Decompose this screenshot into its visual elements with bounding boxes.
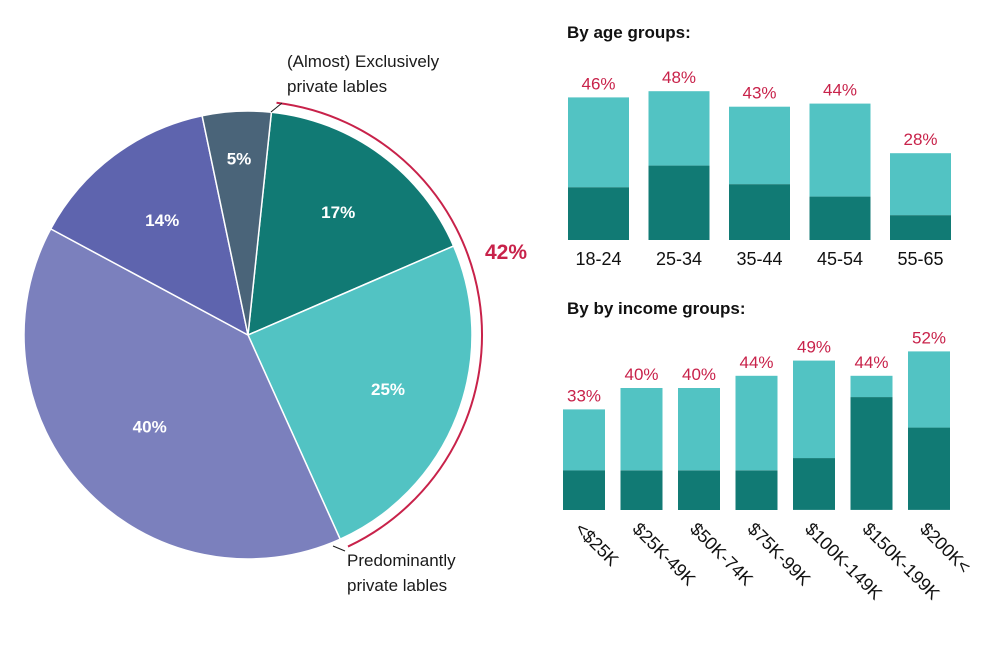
- income-bar-light-0: [563, 409, 605, 471]
- income-category-label-6: $200K<: [916, 519, 974, 577]
- age-category-label-1: 25-34: [656, 249, 702, 269]
- pie-slice-label-3: 14%: [145, 211, 179, 230]
- income-category-label-3: $75K-99K: [744, 519, 815, 590]
- income-bar-dark-6: [908, 427, 950, 510]
- age-bar-dark-1: [648, 165, 710, 240]
- income-bar-value-5: 44%: [854, 353, 888, 372]
- income-bar-value-0: 33%: [567, 386, 601, 405]
- income-bar-light-2: [678, 388, 720, 471]
- pie-slice-label-4: 5%: [227, 149, 252, 168]
- income-bar-light-6: [908, 351, 950, 428]
- income-bar-light-3: [735, 375, 778, 471]
- age-bar-value-0: 46%: [581, 74, 615, 93]
- income-category-label-5: $150K-199K: [859, 519, 944, 604]
- pie-slice-label-2: 40%: [133, 418, 167, 437]
- pie-slice-label-1: 25%: [371, 380, 405, 399]
- top-callout-leader: [270, 102, 283, 113]
- age-panel-title: By age groups:: [567, 23, 691, 42]
- income-bar-dark-1: [620, 470, 663, 510]
- age-bar-dark-0: [568, 187, 629, 240]
- income-bar-light-4: [793, 360, 835, 459]
- bracket-total-label: 42%: [485, 241, 527, 264]
- income-bar-light-5: [850, 375, 893, 398]
- top-callout-line-1: (Almost) Exclusively: [287, 52, 440, 71]
- income-bar-value-6: 52%: [912, 328, 946, 347]
- top-callout: (Almost) Exclusively private lables: [287, 52, 444, 96]
- income-category-label-0: <$25K: [571, 519, 622, 570]
- pie-slice-2: [23, 227, 342, 560]
- income-bar-value-2: 40%: [682, 365, 716, 384]
- income-bar-dark-3: [735, 470, 778, 510]
- income-bar-dark-0: [563, 470, 605, 510]
- age-bar-light-3: [809, 103, 871, 197]
- bottom-callout: Predominantly private lables: [347, 551, 460, 595]
- age-bar-value-3: 44%: [823, 81, 857, 100]
- income-panel-title: By by income groups:: [567, 299, 746, 318]
- age-category-label-0: 18-24: [575, 249, 621, 269]
- age-bar-value-1: 48%: [662, 68, 696, 87]
- income-bar-dark-4: [793, 458, 835, 510]
- age-bar-value-4: 28%: [903, 130, 937, 149]
- top-callout-line-2: private lables: [287, 77, 387, 96]
- income-category-label-1: $25K-49K: [629, 519, 700, 590]
- bracket-arc: [276, 101, 484, 548]
- pie-slice-0: [247, 111, 455, 337]
- income-bar-value-3: 44%: [739, 353, 773, 372]
- age-bar-dark-4: [890, 215, 951, 240]
- pie-slice-label-0: 17%: [321, 203, 355, 222]
- bottom-callout-leader: [332, 545, 346, 552]
- bottom-callout-line-1: Predominantly: [347, 551, 456, 570]
- age-category-label-2: 35-44: [736, 249, 782, 269]
- pie-slice-1: [247, 245, 473, 541]
- age-bar-light-4: [890, 153, 951, 216]
- pie-chart: 17% 25% 40% 14% 5% 42% (Almost) Exclusively …: [23, 52, 527, 595]
- age-bar-dark-3: [809, 196, 871, 240]
- bottom-callout-line-2: private lables: [347, 576, 447, 595]
- age-bar-dark-2: [729, 184, 790, 240]
- pie-slice-3: [49, 114, 250, 337]
- age-bar-light-0: [568, 97, 629, 188]
- income-category-label-2: $50K-74K: [686, 519, 757, 590]
- income-bar-dark-2: [678, 470, 720, 510]
- income-bar-value-4: 49%: [797, 338, 831, 357]
- age-bar-light-1: [648, 91, 710, 166]
- age-bar-value-2: 43%: [742, 84, 776, 103]
- income-bar-dark-5: [850, 397, 893, 510]
- age-bar-light-2: [729, 106, 790, 185]
- income-category-label-4: $100K-149K: [801, 519, 886, 604]
- age-category-label-4: 55-65: [897, 249, 943, 269]
- age-category-label-3: 45-54: [817, 249, 863, 269]
- income-bar-value-1: 40%: [624, 365, 658, 384]
- income-bar-light-1: [620, 388, 663, 471]
